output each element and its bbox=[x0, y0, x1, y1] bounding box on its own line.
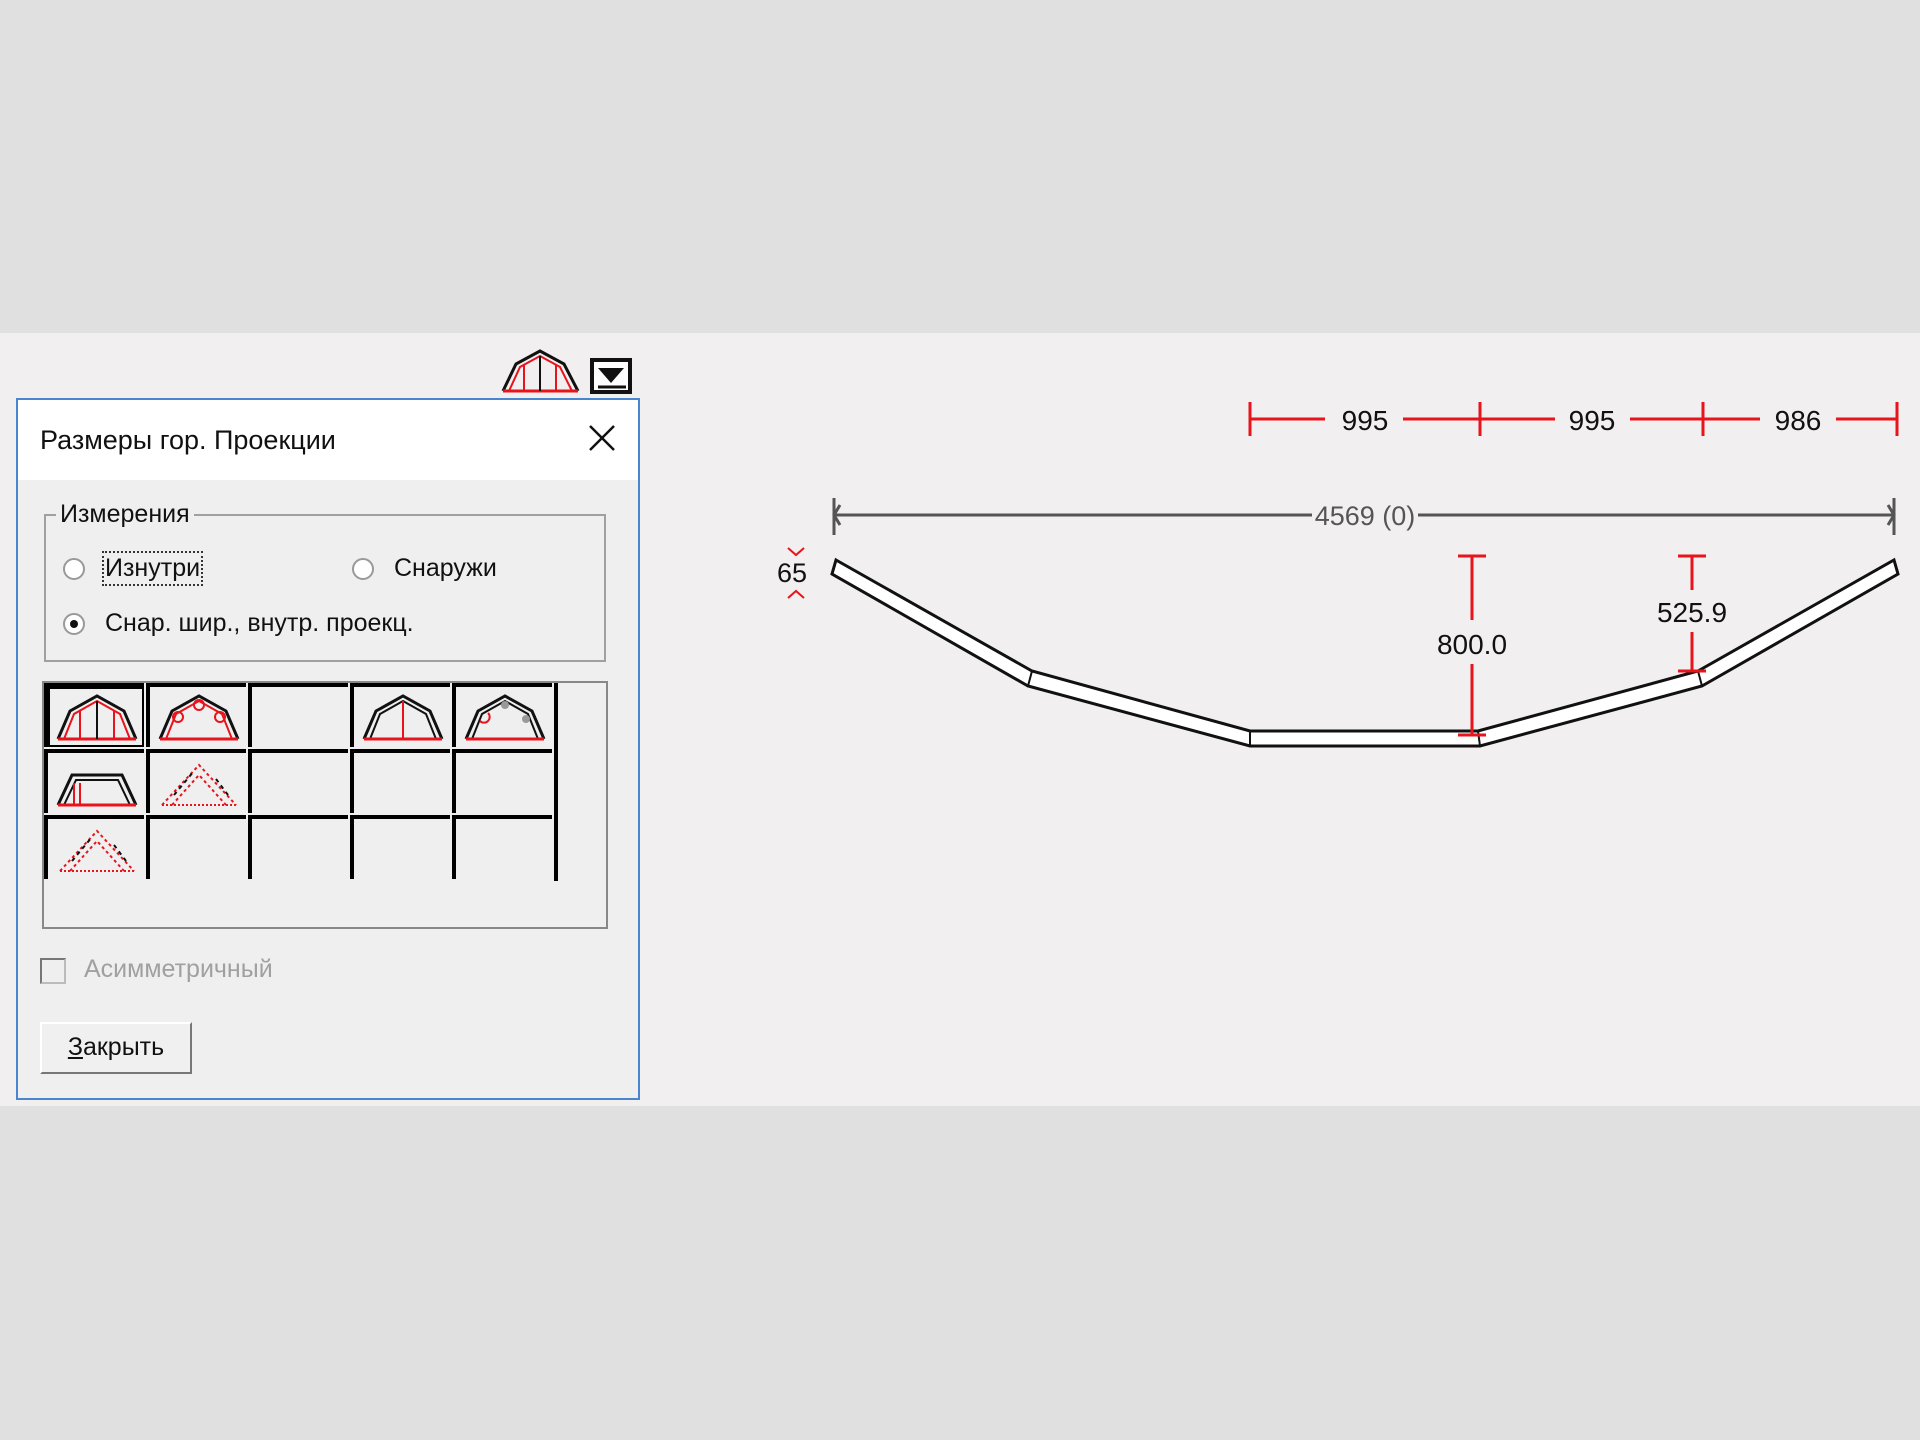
height-dimension-525 bbox=[1678, 554, 1706, 673]
overall-dim: 4569 (0) bbox=[1315, 501, 1416, 531]
profile-cell[interactable] bbox=[452, 815, 552, 879]
close-icon[interactable] bbox=[584, 420, 620, 456]
profile-cell[interactable] bbox=[44, 815, 144, 879]
radio-outside-label[interactable]: Снаружи bbox=[394, 554, 497, 582]
dialog-title: Размеры гор. Проекции bbox=[40, 425, 336, 455]
overall-dimension-line bbox=[832, 498, 1896, 535]
asymmetric-checkbox[interactable] bbox=[40, 958, 66, 984]
radio-inside-label[interactable]: Изнутри bbox=[101, 551, 204, 586]
mansard-arch-icon bbox=[158, 694, 240, 741]
close-button[interactable]: Закрыть bbox=[40, 1022, 192, 1074]
profile-cell[interactable] bbox=[44, 683, 144, 747]
profile-cell[interactable] bbox=[350, 815, 450, 879]
profile-cell[interactable] bbox=[248, 683, 348, 747]
dimensions-dialog: Размеры гор. Проекции Измерения Изнутри … bbox=[16, 398, 640, 1100]
profile-grid bbox=[42, 681, 608, 929]
radio-outside[interactable] bbox=[352, 558, 374, 580]
profile-cell[interactable] bbox=[146, 815, 246, 879]
radio-outer-width-label[interactable]: Снар. шир., внутр. проекц. bbox=[105, 609, 414, 637]
profile-cell[interactable] bbox=[248, 815, 348, 879]
profile-outline bbox=[830, 557, 1900, 748]
profile-cell[interactable] bbox=[248, 749, 348, 813]
thickness-dim: 65 bbox=[777, 558, 807, 588]
asymmetric-label: Асимметричный bbox=[84, 955, 273, 983]
segment-dimension-line bbox=[1248, 402, 1899, 436]
radio-inside[interactable] bbox=[63, 558, 85, 580]
thickness-dimension bbox=[787, 547, 805, 599]
profile-cell[interactable] bbox=[452, 683, 552, 747]
profile-cell[interactable] bbox=[146, 683, 246, 747]
mansard-profile-icon[interactable] bbox=[500, 348, 582, 394]
segment-dim-3: 986 bbox=[1775, 405, 1822, 436]
profile-cell[interactable] bbox=[350, 749, 450, 813]
triangle-dotted-icon-2 bbox=[59, 829, 135, 872]
segment-dim-2: 995 bbox=[1569, 405, 1616, 436]
profile-cell[interactable] bbox=[350, 683, 450, 747]
profile-cell[interactable] bbox=[44, 749, 144, 813]
close-accel: З bbox=[67, 1033, 83, 1061]
measurement-group: Измерения bbox=[44, 500, 606, 662]
height-dim-800: 800.0 bbox=[1437, 629, 1507, 660]
group-label: Измерения bbox=[56, 500, 194, 529]
radio-outer-width-inner-projection[interactable] bbox=[63, 613, 85, 635]
height-dimension-800 bbox=[1458, 554, 1486, 737]
mansard-center-post-icon bbox=[362, 694, 444, 741]
mansard-frame-icon bbox=[56, 694, 138, 741]
grid-border bbox=[554, 683, 558, 881]
close-label: акрыть bbox=[82, 1033, 165, 1061]
segment-dim-1: 995 bbox=[1342, 405, 1389, 436]
height-dim-525: 525.9 bbox=[1657, 597, 1727, 628]
title-bar: Размеры гор. Проекции bbox=[18, 400, 638, 480]
trapezoid-frame-icon bbox=[56, 773, 138, 807]
mansard-corner-icon bbox=[464, 694, 546, 741]
dropdown-icon[interactable] bbox=[590, 358, 632, 394]
profile-cell[interactable] bbox=[146, 749, 246, 813]
triangle-dotted-icon bbox=[161, 763, 237, 806]
profile-cell[interactable] bbox=[452, 749, 552, 813]
